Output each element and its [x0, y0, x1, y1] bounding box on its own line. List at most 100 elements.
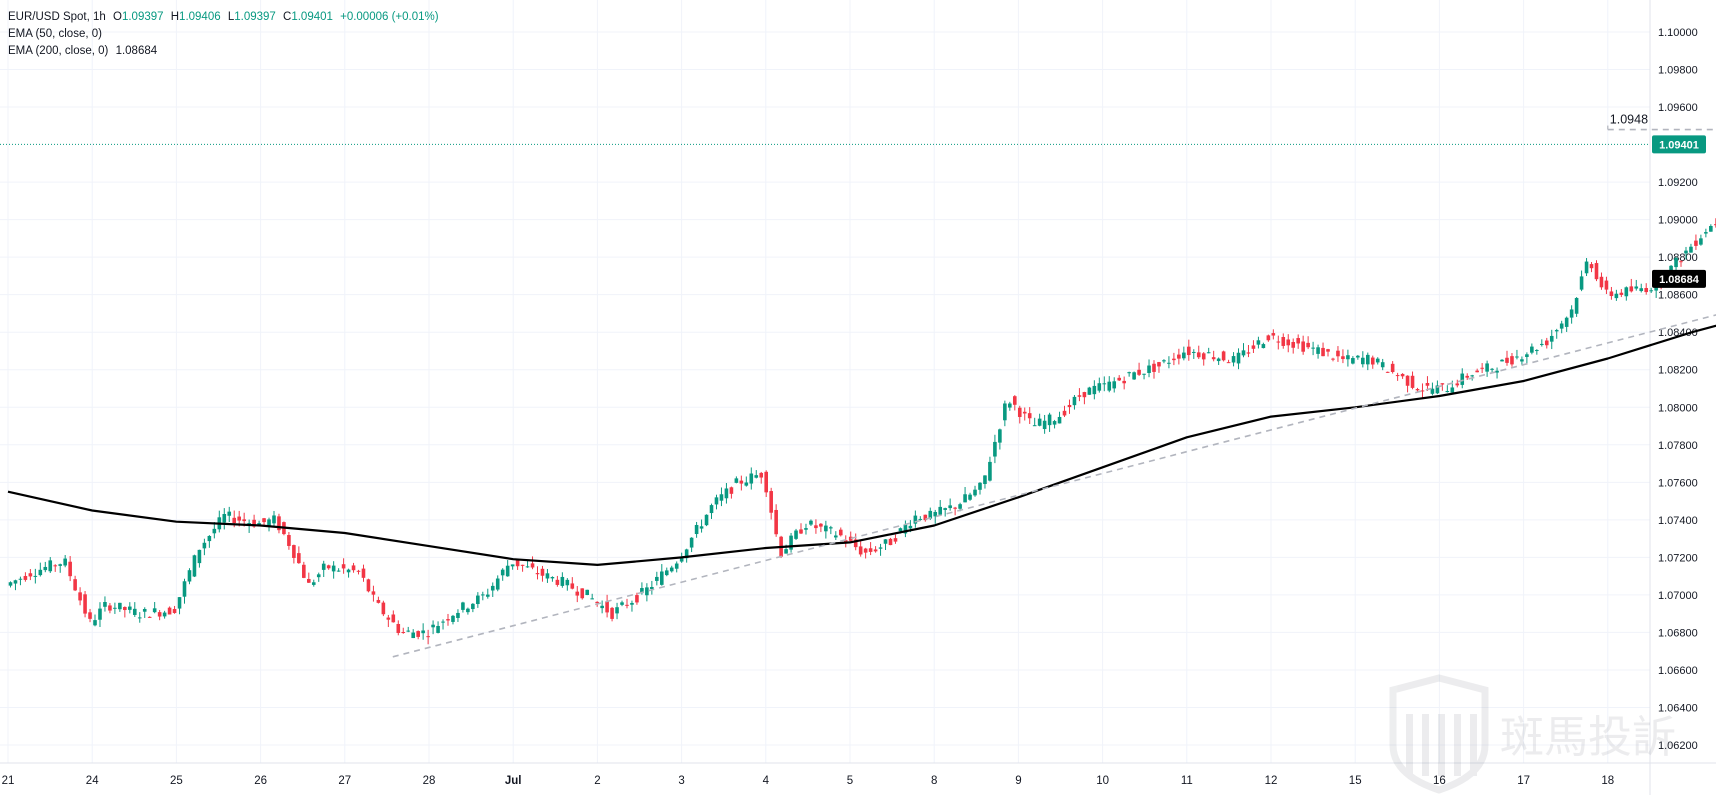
candle-up: [585, 589, 590, 595]
x-tick-label: 12: [1265, 775, 1278, 787]
candle-down: [868, 548, 873, 552]
last-price-tag[interactable]: [1652, 135, 1706, 154]
resistance-level-label: 1.0948: [1610, 113, 1648, 127]
ema50-legend[interactable]: EMA (50, close, 0): [8, 26, 439, 43]
candle-down: [575, 591, 580, 596]
candle-down: [1321, 347, 1325, 357]
candle-down: [1475, 370, 1479, 373]
candle-up: [113, 607, 117, 609]
candle-down: [1326, 349, 1330, 352]
candle-down: [605, 601, 609, 613]
low-value: 1.09397: [234, 11, 276, 23]
candle-up: [1127, 372, 1131, 374]
candle-up: [908, 525, 913, 529]
candle-up: [118, 602, 122, 610]
y-tick-label: 1.06600: [1658, 665, 1698, 677]
candle-up: [182, 581, 187, 597]
ema200-price-tag[interactable]: [1652, 269, 1706, 288]
candle-down: [28, 573, 33, 577]
candle-up: [1107, 381, 1112, 391]
candle-down: [520, 564, 525, 566]
watermark-stripe: [1406, 714, 1413, 776]
candle-up: [804, 528, 808, 530]
candle-up: [684, 549, 689, 559]
candle-down: [1455, 383, 1460, 386]
candle-up: [1256, 340, 1261, 345]
candle-up: [1699, 238, 1703, 245]
candle-up: [933, 511, 938, 517]
candle-up: [679, 557, 684, 562]
candle-down: [1027, 413, 1032, 419]
candle-up: [132, 608, 137, 615]
candle-down: [1117, 377, 1121, 381]
ema50-label: EMA (50, close, 0): [8, 28, 102, 40]
candle-up: [187, 570, 192, 582]
candle-down: [1714, 224, 1716, 226]
candle-down: [873, 549, 878, 552]
candle-up: [744, 482, 749, 486]
candle-down: [1177, 354, 1181, 359]
candle-down: [1420, 390, 1425, 392]
candle-up: [1087, 387, 1092, 395]
candle-down: [366, 579, 371, 592]
candle-down: [262, 518, 266, 523]
candle-up: [321, 563, 326, 570]
candle-up: [1445, 391, 1450, 393]
candle-up: [411, 632, 416, 639]
candle-up: [18, 578, 23, 580]
x-tick-label: 16: [1433, 775, 1446, 787]
candle-up: [222, 514, 227, 523]
candle-up: [699, 526, 704, 529]
candle-up: [1147, 365, 1151, 373]
candle-down: [1341, 356, 1345, 360]
candle-down: [1370, 357, 1375, 365]
candle-up: [734, 478, 739, 483]
candle-up: [1346, 355, 1350, 360]
candle-up: [883, 539, 888, 544]
x-tick-label: 4: [763, 775, 770, 787]
ema200-price-tag-label: 1.08684: [1659, 274, 1700, 286]
ema200-legend[interactable]: EMA (200, close, 0) 1.08684: [8, 43, 439, 60]
candle-up: [207, 536, 212, 542]
x-tick-label: 9: [1015, 775, 1021, 787]
candle-up: [1540, 343, 1544, 345]
watermark-stripe: [1454, 714, 1461, 776]
candle-up: [58, 564, 63, 566]
candle-up: [1182, 352, 1186, 359]
candle-up: [48, 560, 53, 572]
candle-up: [1351, 358, 1355, 364]
candle-down: [1187, 346, 1191, 356]
candle-down: [1589, 264, 1594, 269]
ema200-line[interactable]: [7, 261, 1716, 567]
candle-up: [1356, 355, 1360, 358]
ohlc-row: EUR/USD Spot, 1h O1.09397 H1.09406 L1.09…: [8, 9, 439, 26]
candle-down: [1286, 339, 1291, 346]
candle-down: [799, 529, 803, 534]
candle-up: [451, 615, 455, 622]
candle-down: [401, 632, 406, 634]
candle-down: [1152, 363, 1156, 372]
candle-down: [1067, 404, 1072, 408]
candle-down: [123, 607, 127, 611]
candle-down: [1246, 352, 1251, 354]
candle-up: [1261, 344, 1266, 349]
candle-up: [1709, 225, 1713, 232]
x-tick-label: 18: [1601, 775, 1614, 787]
candle-down: [1395, 375, 1400, 377]
candle-up: [1684, 250, 1688, 254]
candle-down: [287, 535, 291, 546]
trendline[interactable]: [392, 210, 1716, 658]
open-value: 1.09397: [121, 11, 164, 23]
x-tick-label: 28: [423, 775, 436, 787]
symbol-label[interactable]: EUR/USD Spot, 1h: [8, 11, 106, 23]
y-tick-label: 1.06800: [1658, 627, 1698, 639]
low-label: L: [227, 11, 235, 23]
candle-down: [1137, 369, 1141, 375]
candle-up: [878, 547, 883, 549]
candle-up: [346, 569, 351, 573]
candle-up: [645, 587, 649, 596]
candle-up: [1102, 383, 1107, 385]
candle-down: [1599, 276, 1604, 288]
